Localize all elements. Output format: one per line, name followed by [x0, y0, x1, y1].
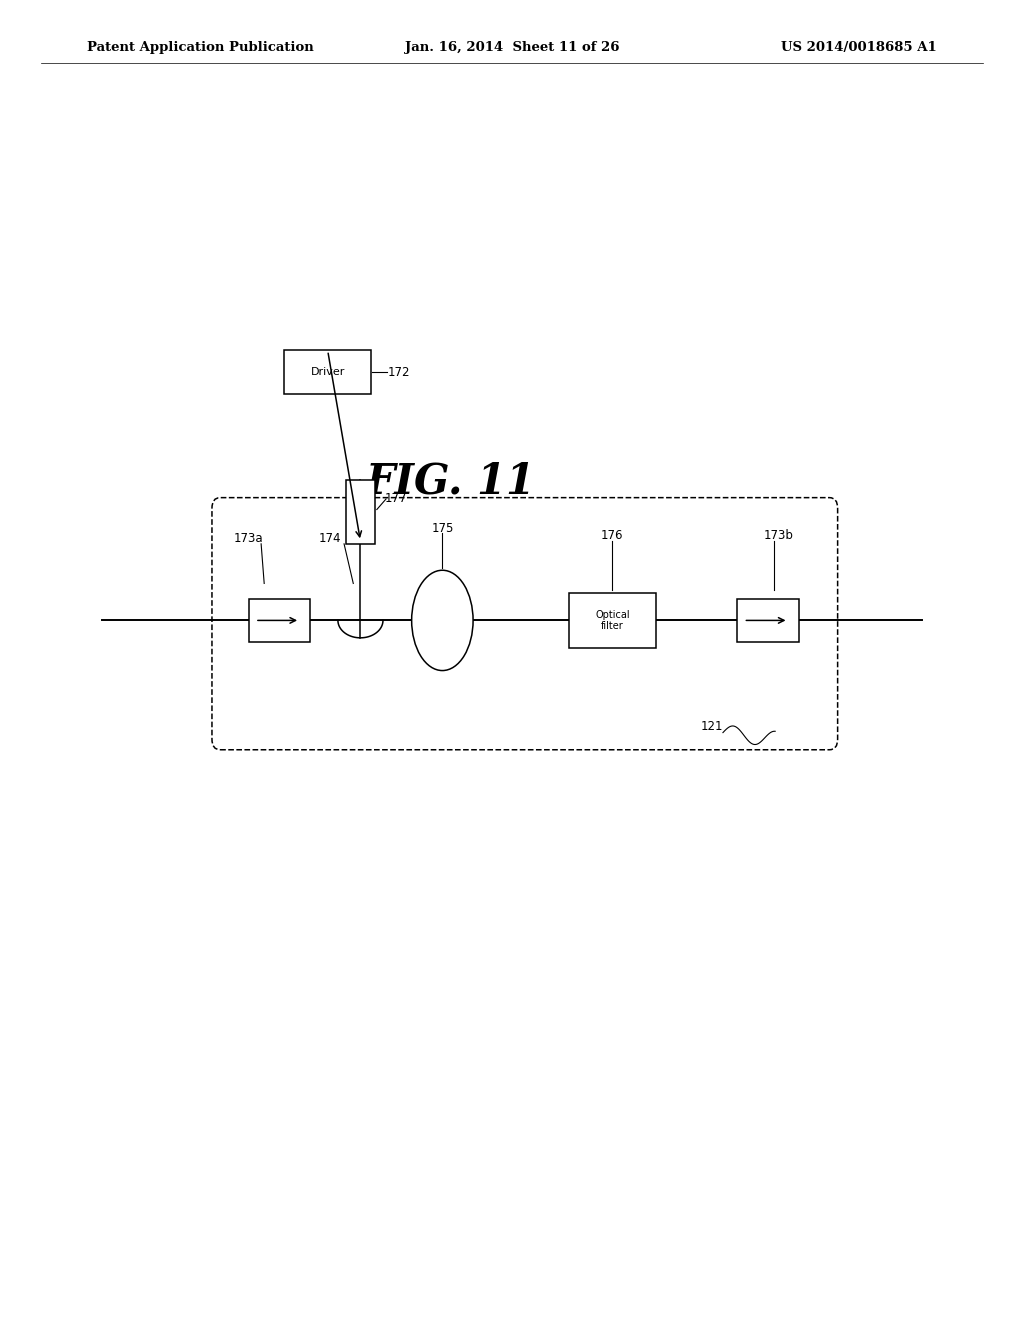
Bar — [346, 480, 375, 544]
Bar — [285, 350, 372, 393]
Text: Driver: Driver — [310, 367, 345, 378]
Text: 177: 177 — [385, 492, 408, 506]
Text: 173b: 173b — [763, 529, 794, 543]
Bar — [737, 598, 799, 642]
Bar — [569, 593, 655, 648]
Text: 172: 172 — [388, 366, 411, 379]
Text: 121: 121 — [700, 719, 723, 733]
Bar — [249, 598, 310, 642]
Text: 174: 174 — [318, 532, 341, 545]
Text: 176: 176 — [601, 529, 624, 543]
Text: Patent Application Publication: Patent Application Publication — [87, 41, 313, 54]
Text: FIG. 11: FIG. 11 — [366, 461, 536, 503]
Text: US 2014/0018685 A1: US 2014/0018685 A1 — [781, 41, 937, 54]
Text: 175: 175 — [431, 521, 454, 535]
Ellipse shape — [412, 570, 473, 671]
Text: 173a: 173a — [234, 532, 263, 545]
Text: Optical
filter: Optical filter — [595, 610, 630, 631]
Text: Jan. 16, 2014  Sheet 11 of 26: Jan. 16, 2014 Sheet 11 of 26 — [404, 41, 620, 54]
